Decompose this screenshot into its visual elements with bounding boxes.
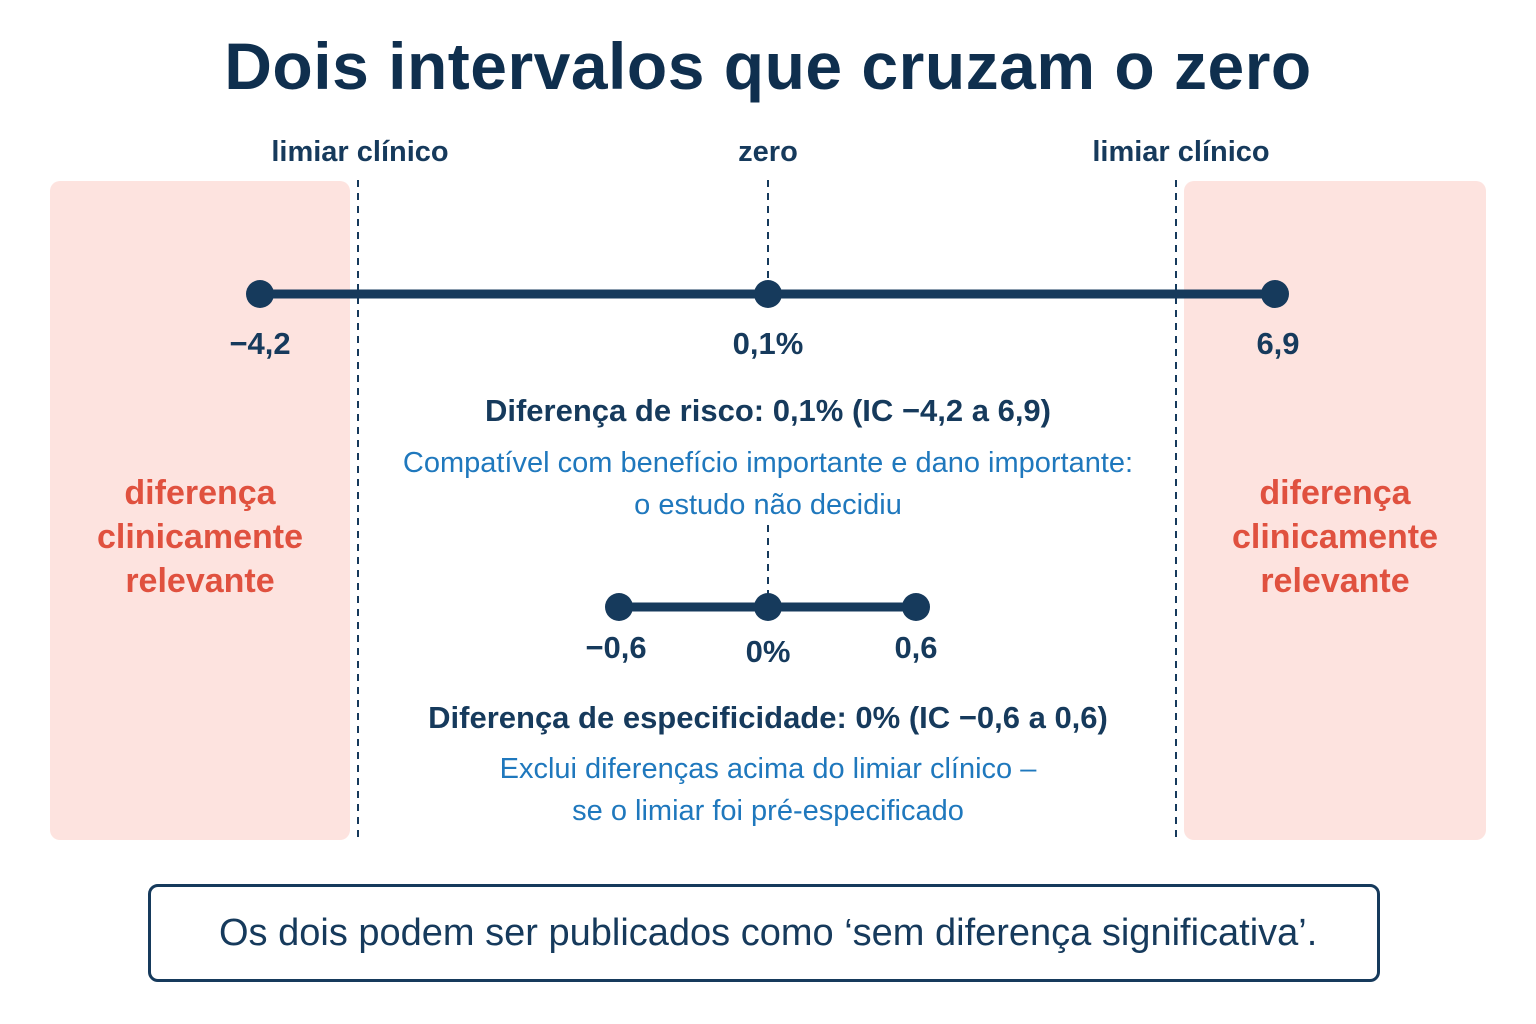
interval-1-lower-label: −4,2 [229,326,291,361]
clinically-relevant-zone-right: diferença clinicamente relevante [1184,181,1486,840]
interval-1-lower-point [246,280,274,308]
threshold-label-left: limiar clínico [271,136,449,168]
zone-left-line-2: clinicamente [97,518,303,556]
interval-2-note: Exclui diferenças acima do limiar clínic… [0,748,1536,832]
interval-1-estimate-point [754,280,782,308]
zone-right-line-2: clinicamente [1232,518,1438,556]
interval-1-estimate-label: 0,1% [732,326,804,361]
zone-left-line-1: diferença [124,474,276,512]
interval-1-caption: Diferença de risco: 0,1% (IC −4,2 a 6,9) [484,393,1051,428]
interval-2-lower-point [605,593,633,621]
conclusion-text: Os dois podem ser publicados como ‘sem d… [219,911,1318,954]
interval-2-note-line-2: se o limiar foi pré-especificado [572,795,964,827]
interval-1-note: Compatível com benefício importante e da… [0,442,1536,526]
interval-2-upper-label: 0,6 [894,630,938,665]
interval-1-upper-label: 6,9 [1256,326,1300,361]
page-title: Dois intervalos que cruzam o zero [224,29,1312,103]
interval-2-upper-point [902,593,930,621]
zero-label: zero [738,136,798,168]
zone-left-line-3: relevante [125,562,275,600]
interval-2-caption: Diferença de especificidade: 0% (IC −0,6… [428,700,1108,735]
zone-right-line-3: relevante [1260,562,1410,600]
interval-2-estimate-point [754,593,782,621]
interval-1-note-line-2: o estudo não decidiu [634,489,902,521]
interval-2-lower-label: −0,6 [585,630,647,665]
interval-1-note-line-1: Compatível com benefício importante e da… [402,447,1134,479]
zone-right-line-1: diferença [1259,474,1411,512]
interval-2-estimate-label: 0% [745,634,791,669]
threshold-label-right: limiar clínico [1092,136,1270,168]
interval-1-upper-point [1261,280,1289,308]
interval-2-note-line-1: Exclui diferenças acima do limiar clínic… [499,753,1037,785]
conclusion-box: Os dois podem ser publicados como ‘sem d… [148,884,1380,982]
